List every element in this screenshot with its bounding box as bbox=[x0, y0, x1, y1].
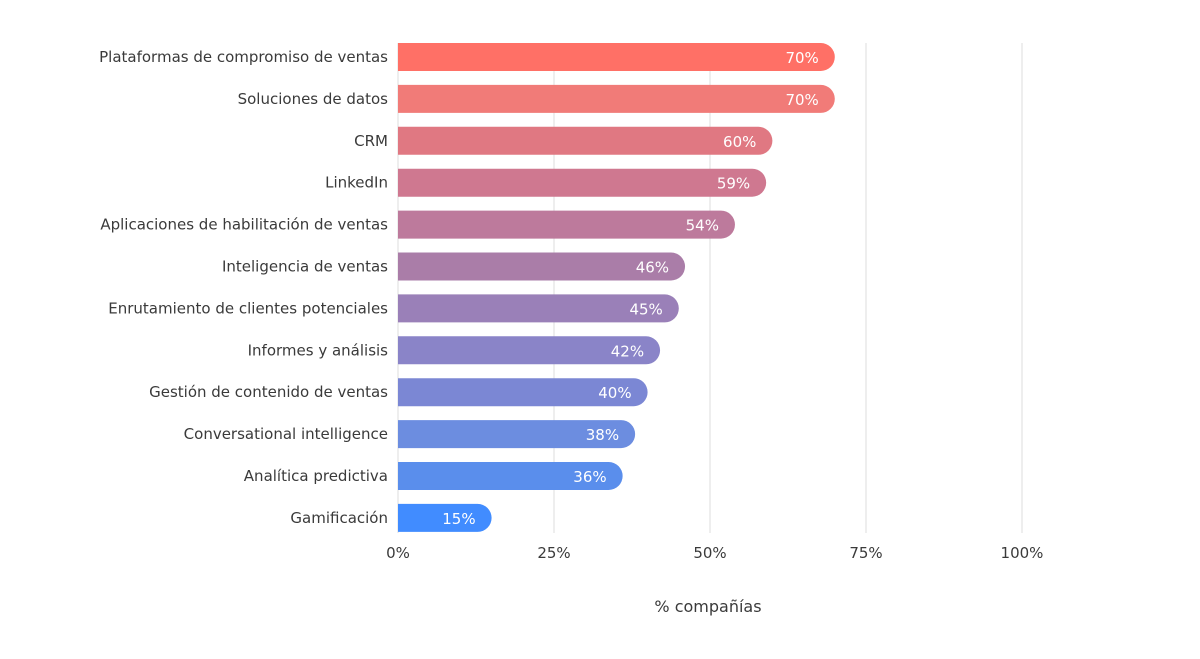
data-label: 15% bbox=[442, 510, 475, 528]
category-label: Plataformas de compromiso de ventas bbox=[99, 48, 388, 66]
x-tick-label: 100% bbox=[1001, 544, 1044, 562]
bar bbox=[398, 503, 492, 532]
x-tick-label: 0% bbox=[386, 544, 410, 562]
bar bbox=[398, 294, 679, 323]
bar bbox=[398, 378, 648, 407]
category-label: Gamificación bbox=[290, 509, 388, 527]
data-label: 38% bbox=[586, 426, 619, 444]
bar bbox=[398, 420, 636, 449]
bar bbox=[398, 210, 735, 239]
value-labels: 70% 70% 60% 59% 54% 46% 45% 42% 40% 38% 36% 15% bbox=[442, 49, 819, 528]
x-tick-label: 50% bbox=[693, 544, 726, 562]
category-label: Conversational intelligence bbox=[184, 425, 388, 443]
data-label: 70% bbox=[785, 91, 818, 109]
category-label: Enrutamiento de clientes potenciales bbox=[108, 299, 388, 317]
bar bbox=[398, 84, 835, 113]
data-label: 60% bbox=[723, 133, 756, 151]
data-label: 40% bbox=[598, 384, 631, 402]
bar bbox=[398, 252, 686, 281]
category-labels: Plataformas de compromiso de ventas Soluc… bbox=[99, 48, 388, 527]
category-label: Aplicaciones de habilitación de ventas bbox=[100, 216, 388, 234]
bar bbox=[398, 168, 767, 197]
x-axis-title: % compañías bbox=[654, 597, 761, 616]
data-label: 36% bbox=[573, 468, 606, 486]
x-tick-label: 25% bbox=[537, 544, 570, 562]
data-label: 70% bbox=[785, 49, 818, 67]
bar bbox=[398, 126, 773, 155]
bar bbox=[398, 43, 835, 71]
category-label: CRM bbox=[354, 132, 388, 150]
bar bbox=[398, 462, 623, 490]
category-label: Inteligencia de ventas bbox=[222, 258, 388, 276]
x-tick-label: 75% bbox=[849, 544, 882, 562]
x-axis-tick-labels: 0% 25% 50% 75% 100% bbox=[386, 544, 1043, 562]
bar bbox=[398, 336, 661, 365]
data-label: 54% bbox=[686, 217, 719, 235]
data-label: 59% bbox=[717, 175, 750, 193]
data-label: 45% bbox=[629, 300, 662, 318]
bars-layer bbox=[398, 43, 835, 532]
category-label: Analítica predictiva bbox=[244, 467, 388, 485]
data-label: 46% bbox=[636, 259, 669, 277]
category-label: LinkedIn bbox=[325, 174, 388, 192]
category-label: Informes y análisis bbox=[248, 341, 389, 359]
category-label: Soluciones de datos bbox=[238, 90, 389, 108]
data-label: 42% bbox=[611, 342, 644, 360]
grid-layer bbox=[397, 43, 1023, 533]
category-label: Gestión de contenido de ventas bbox=[149, 383, 388, 401]
